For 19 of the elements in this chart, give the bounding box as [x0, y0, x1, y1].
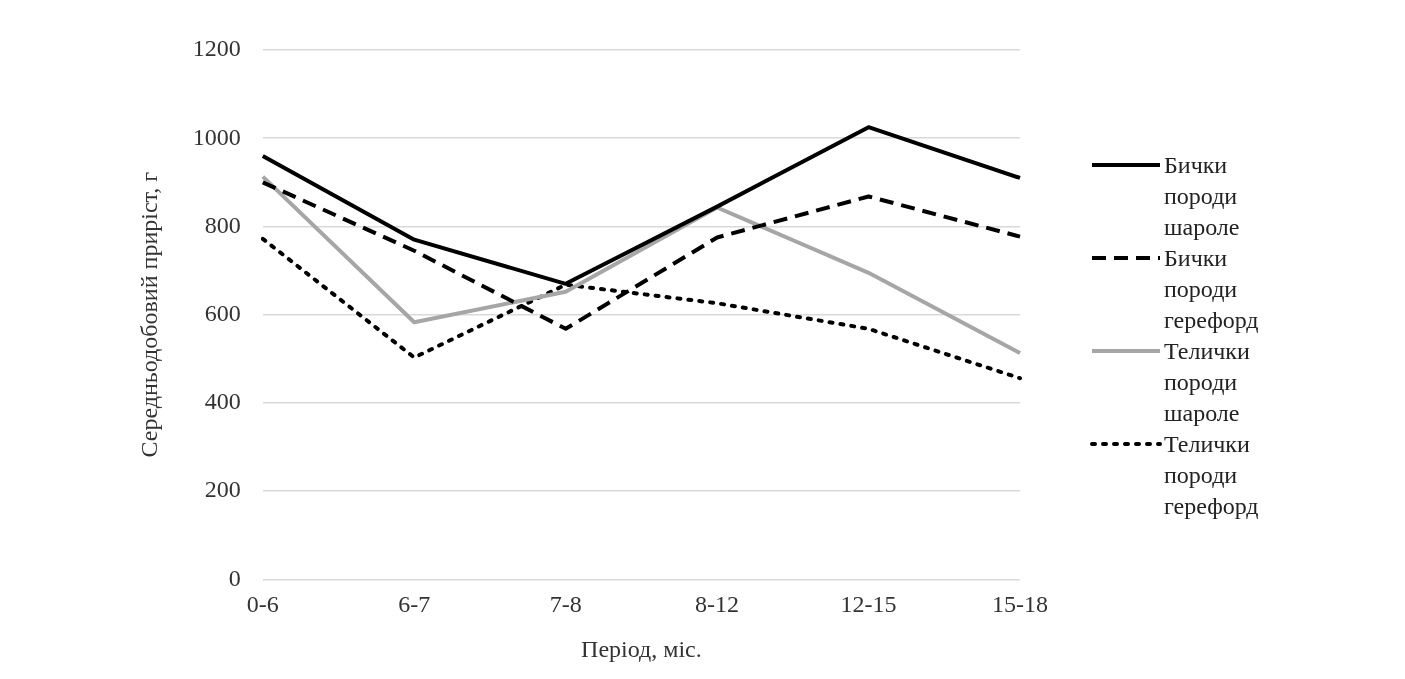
y-tick-label: 0 — [228, 564, 241, 591]
y-tick-label: 400 — [204, 388, 241, 415]
x-tick-label: 7-8 — [549, 591, 582, 618]
y-tick-label: 1200 — [192, 35, 241, 62]
x-tick-label: 12-15 — [840, 591, 897, 618]
x-tick-label: 6-7 — [398, 591, 431, 618]
x-axis-title: Період, міс. — [581, 635, 702, 662]
y-tick-label: 200 — [204, 476, 241, 503]
x-tick-label: 8-12 — [695, 591, 740, 618]
y-tick-label: 600 — [204, 300, 241, 326]
legend-label: Телички породи герефорд — [1164, 430, 1260, 521]
y-axis-title: Середньодобовий приріст, г — [135, 171, 162, 458]
y-tick-label: 800 — [204, 211, 241, 238]
legend-label: Бички породи шароле — [1164, 151, 1241, 242]
x-tick-label: 15-18 — [992, 591, 1048, 618]
y-tick-label: 1000 — [192, 123, 241, 150]
legend-label: Телички породи шароле — [1164, 337, 1251, 428]
legend-label: Бички породи герефорд — [1164, 244, 1260, 335]
x-tick-label: 0-6 — [246, 591, 279, 618]
